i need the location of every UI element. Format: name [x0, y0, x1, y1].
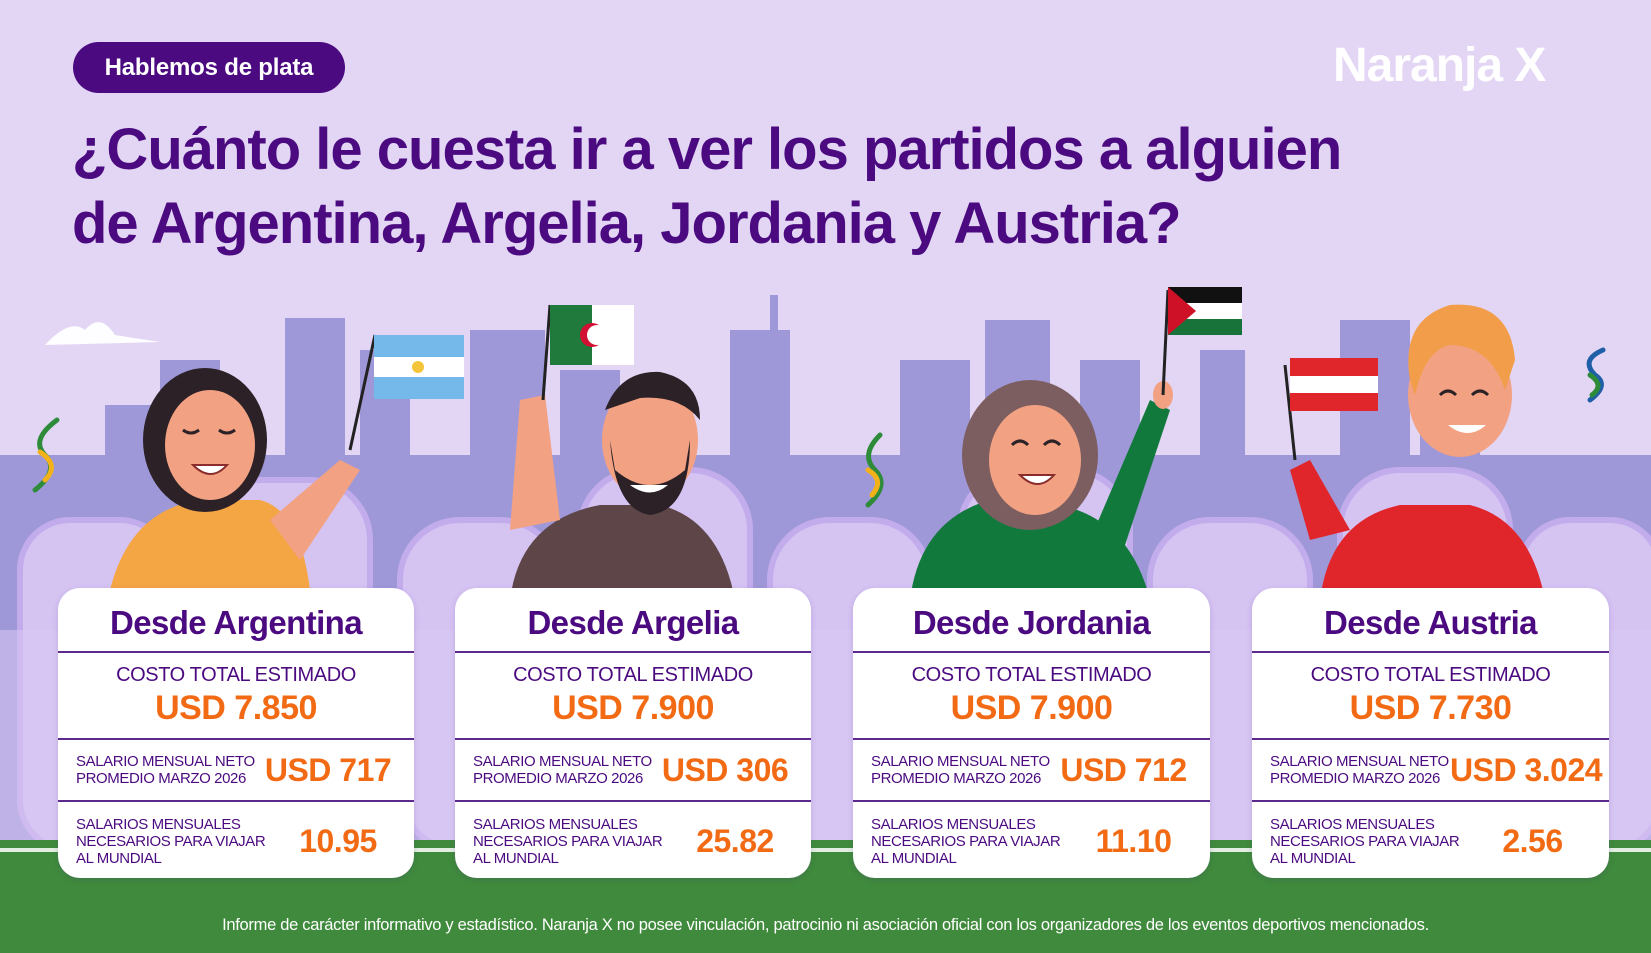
fan-argentina: [110, 334, 464, 590]
needed-label-line: AL MUNDIAL: [871, 849, 957, 867]
salary-label-line: SALARIO MENSUAL NETO: [76, 753, 255, 770]
algeria-flag-icon: [550, 305, 634, 365]
needed-label-line: AL MUNDIAL: [76, 849, 162, 867]
salary-value: USD 717: [264, 751, 392, 788]
salary-row: SALARIO MENSUAL NETO PROMEDIO MARZO 2026…: [58, 740, 414, 802]
cost-value: USD 7.730: [1349, 689, 1512, 727]
cost-block: COSTO TOTAL ESTIMADO USD 7.730: [1252, 653, 1609, 740]
card-title: Desde Jordania: [853, 588, 1210, 653]
fan-algeria: [510, 304, 735, 600]
cost-block: COSTO TOTAL ESTIMADO USD 7.850: [58, 653, 414, 740]
salary-value: USD 712: [1060, 751, 1187, 788]
salaries-needed-label: SALARIOS MENSUALES NECESARIOS PARA VIAJA…: [1270, 816, 1470, 867]
cost-value: USD 7.850: [155, 689, 317, 727]
salary-label: SALARIO MENSUAL NETO PROMEDIO MARZO 2026: [871, 753, 1051, 787]
country-card-algeria: Desde Argelia COSTO TOTAL ESTIMADO USD 7…: [455, 588, 811, 878]
salaries-needed-label: SALARIOS MENSUALES NECESARIOS PARA VIAJA…: [871, 816, 1071, 867]
salaries-needed-row: SALARIOS MENSUALES NECESARIOS PARA VIAJA…: [58, 802, 414, 878]
salary-row: SALARIO MENSUAL NETO PROMEDIO MARZO 2026…: [1252, 740, 1609, 802]
salary-label: SALARIO MENSUAL NETO PROMEDIO MARZO 2026: [76, 753, 256, 787]
title-line-1: ¿Cuánto le cuesta ir a ver los partidos …: [72, 117, 1342, 182]
naranja-x-logo: Naranja X: [1333, 39, 1546, 92]
salaries-needed-label: SALARIOS MENSUALES NECESARIOS PARA VIAJA…: [473, 816, 673, 867]
salaries-needed-value: 2.56: [1502, 822, 1563, 859]
salary-label-line: PROMEDIO MARZO 2026: [1270, 770, 1440, 787]
country-card-argentina: Desde Argentina COSTO TOTAL ESTIMADO USD…: [58, 588, 414, 878]
salaries-needed-row: SALARIOS MENSUALES NECESARIOS PARA VIAJA…: [455, 802, 811, 878]
salary-value: USD 306: [661, 751, 789, 788]
salary-label: SALARIO MENSUAL NETO PROMEDIO MARZO 2026: [473, 753, 653, 787]
fan-austria: [1283, 304, 1545, 600]
salary-label-line: SALARIO MENSUAL NETO: [1270, 753, 1449, 770]
salaries-needed-label: SALARIOS MENSUALES NECESARIOS PARA VIAJA…: [76, 816, 276, 867]
fan-jordan: [910, 287, 1242, 600]
cost-label: COSTO TOTAL ESTIMADO: [911, 664, 1152, 686]
needed-label-line: NECESARIOS PARA VIAJAR: [473, 832, 663, 850]
cost-label: COSTO TOTAL ESTIMADO: [513, 664, 753, 686]
cost-value: USD 7.900: [552, 689, 714, 727]
salaries-needed-row: SALARIOS MENSUALES NECESARIOS PARA VIAJA…: [853, 802, 1210, 878]
austria-flag-icon: [1290, 358, 1378, 411]
salary-value: USD 3.024: [1450, 751, 1603, 788]
salary-label-line: PROMEDIO MARZO 2026: [473, 770, 643, 787]
cloud-icon: [45, 322, 160, 345]
cost-label: COSTO TOTAL ESTIMADO: [116, 664, 356, 686]
salaries-needed-value: 25.82: [696, 822, 774, 859]
salary-label-line: SALARIO MENSUAL NETO: [871, 753, 1050, 770]
card-title: Desde Argelia: [455, 588, 811, 653]
needed-label-line: AL MUNDIAL: [1270, 849, 1356, 867]
salary-row: SALARIO MENSUAL NETO PROMEDIO MARZO 2026…: [853, 740, 1210, 802]
title-line-2: de Argentina, Argelia, Jordania y Austri…: [72, 191, 1182, 256]
needed-label-line: AL MUNDIAL: [473, 849, 559, 867]
needed-label-line: NECESARIOS PARA VIAJAR: [871, 832, 1061, 850]
salaries-needed-value: 11.10: [1095, 822, 1172, 859]
cost-block: COSTO TOTAL ESTIMADO USD 7.900: [853, 653, 1210, 740]
disclaimer-footer: Informe de carácter informativo y estadí…: [222, 916, 1429, 934]
needed-label-line: SALARIOS MENSUALES: [76, 815, 241, 833]
cost-value: USD 7.900: [950, 689, 1113, 727]
argentina-flag-icon: [374, 335, 464, 399]
needed-label-line: NECESARIOS PARA VIAJAR: [1270, 832, 1460, 850]
page-title: ¿Cuánto le cuesta ir a ver los partidos …: [72, 113, 1412, 261]
country-card-jordan: Desde Jordania COSTO TOTAL ESTIMADO USD …: [853, 588, 1210, 878]
salary-label-line: SALARIO MENSUAL NETO: [473, 753, 652, 770]
needed-label-line: SALARIOS MENSUALES: [1270, 815, 1435, 833]
needed-label-line: SALARIOS MENSUALES: [473, 815, 638, 833]
jordan-flag-icon: [1168, 287, 1242, 335]
salary-label: SALARIO MENSUAL NETO PROMEDIO MARZO 2026: [1270, 753, 1450, 787]
card-title: Desde Austria: [1252, 588, 1609, 653]
cost-label: COSTO TOTAL ESTIMADO: [1310, 664, 1551, 686]
cost-block: COSTO TOTAL ESTIMADO USD 7.900: [455, 653, 811, 740]
section-badge: Hablemos de plata: [73, 42, 345, 93]
card-title: Desde Argentina: [58, 588, 414, 653]
salary-label-line: PROMEDIO MARZO 2026: [76, 770, 246, 787]
needed-label-line: SALARIOS MENSUALES: [871, 815, 1036, 833]
salaries-needed-row: SALARIOS MENSUALES NECESARIOS PARA VIAJA…: [1252, 802, 1609, 878]
confetti-streamer-icon: [32, 347, 1606, 508]
field-line: [0, 848, 1651, 852]
needed-label-line: NECESARIOS PARA VIAJAR: [76, 832, 266, 850]
salary-label-line: PROMEDIO MARZO 2026: [871, 770, 1041, 787]
country-card-austria: Desde Austria COSTO TOTAL ESTIMADO USD 7…: [1252, 588, 1609, 878]
salaries-needed-value: 10.95: [299, 822, 377, 859]
salary-row: SALARIO MENSUAL NETO PROMEDIO MARZO 2026…: [455, 740, 811, 802]
